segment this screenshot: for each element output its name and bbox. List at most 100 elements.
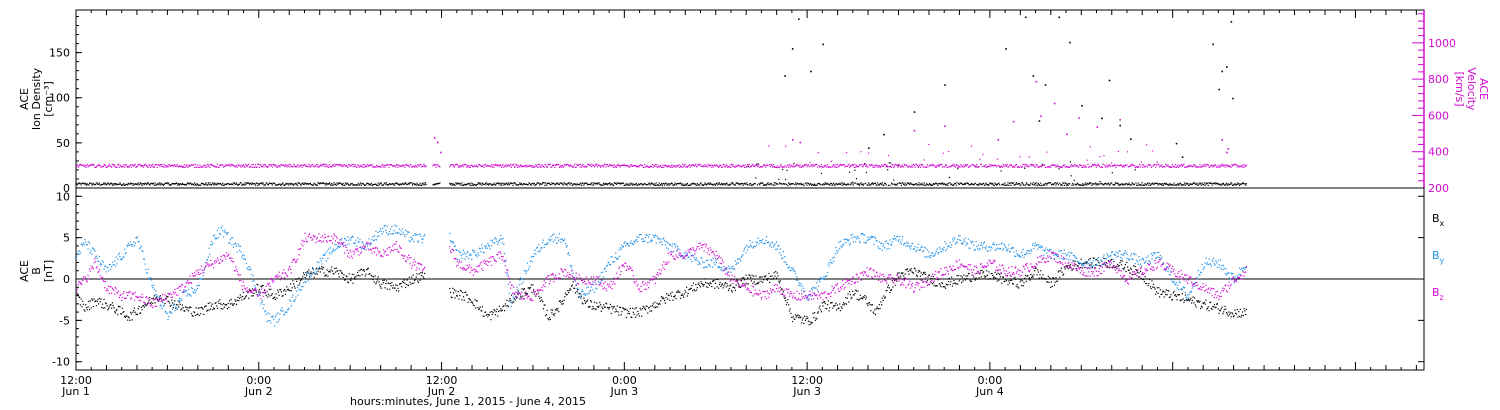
bottom-tick-label: 0 xyxy=(63,273,70,286)
top-series-point xyxy=(1095,184,1097,186)
field-point xyxy=(294,287,296,289)
top-series-point xyxy=(323,183,325,185)
field-point xyxy=(637,310,639,313)
field-point xyxy=(1093,257,1095,259)
field-point xyxy=(1225,308,1227,310)
top-series-point xyxy=(345,164,347,167)
field-point xyxy=(708,284,711,286)
top-series-point xyxy=(1096,183,1098,185)
top-series-point xyxy=(829,166,831,168)
field-point xyxy=(529,286,532,289)
field-point xyxy=(242,291,244,293)
field-point xyxy=(215,237,217,239)
top-series-point xyxy=(689,184,691,186)
top-series-point xyxy=(341,184,343,186)
top-series-point xyxy=(1164,182,1166,184)
top-series-point xyxy=(229,165,232,167)
top-series-point xyxy=(342,165,344,167)
top-series-point xyxy=(1007,166,1009,168)
field-point xyxy=(387,282,389,285)
top-series-point xyxy=(1235,184,1238,186)
field-point xyxy=(805,318,807,320)
top-series-point xyxy=(646,184,648,186)
top-series-point xyxy=(213,182,216,185)
top-series-point xyxy=(351,163,353,166)
top-series-point xyxy=(530,184,532,186)
top-series-point xyxy=(212,182,214,184)
field-point xyxy=(1043,277,1046,279)
top-series-point xyxy=(367,165,369,167)
top-series-point xyxy=(249,183,251,185)
field-point xyxy=(353,277,356,279)
top-series-point xyxy=(204,166,206,169)
field-point xyxy=(94,300,96,303)
top-series-point xyxy=(589,164,591,167)
top-series-point xyxy=(1238,184,1241,187)
top-series-point xyxy=(708,165,710,167)
field-point xyxy=(178,300,180,302)
top-series-point xyxy=(647,166,650,168)
field-point xyxy=(321,268,324,270)
top-series-point xyxy=(829,166,832,168)
top-series-point xyxy=(967,166,970,168)
field-point xyxy=(1019,281,1021,283)
field-point xyxy=(193,311,195,313)
top-series-point xyxy=(117,183,119,186)
top-series-point xyxy=(938,165,941,167)
top-series-point xyxy=(649,184,651,186)
top-spike-point xyxy=(1181,156,1184,159)
top-series-point xyxy=(1201,182,1203,184)
field-point xyxy=(903,275,905,277)
top-series-point xyxy=(609,164,611,166)
top-series-point xyxy=(308,183,310,185)
field-point xyxy=(1076,265,1078,267)
field-point xyxy=(238,245,240,247)
field-point xyxy=(855,290,858,292)
field-point xyxy=(149,277,152,279)
top-series-point xyxy=(206,184,209,186)
top-series-point xyxy=(515,184,517,186)
top-series-point xyxy=(1177,164,1179,166)
top-series-point xyxy=(1057,165,1059,167)
top-series-point xyxy=(849,165,851,167)
top-series-point xyxy=(678,183,680,185)
top-series-point xyxy=(1224,184,1226,186)
field-point xyxy=(965,275,967,277)
top-series-point xyxy=(797,165,799,167)
field-point xyxy=(150,279,152,281)
field-point xyxy=(997,272,999,274)
top-series-point xyxy=(1117,150,1120,153)
field-point xyxy=(918,269,920,272)
top-series-point xyxy=(312,163,314,166)
top-series-point xyxy=(159,184,161,186)
field-point xyxy=(164,302,166,305)
top-series-point xyxy=(845,151,848,154)
field-point xyxy=(255,291,257,293)
top-series-point xyxy=(645,183,647,186)
top-series-point xyxy=(1063,182,1065,184)
field-point xyxy=(557,307,559,310)
top-series-point xyxy=(244,166,246,168)
top-series-point xyxy=(928,165,931,167)
top-series-point xyxy=(798,166,800,168)
top-series-point xyxy=(846,183,848,185)
top-series-point xyxy=(934,183,936,185)
field-point xyxy=(214,302,216,304)
field-point xyxy=(968,273,970,275)
field-point xyxy=(911,271,913,273)
top-series-point xyxy=(271,166,273,168)
field-point xyxy=(523,288,525,291)
field-point xyxy=(707,286,709,289)
top-series-point xyxy=(945,184,947,186)
top-series-point xyxy=(1166,165,1168,167)
field-point xyxy=(615,308,617,310)
top-series-point xyxy=(169,165,171,167)
top-series-point xyxy=(1239,183,1241,185)
field-point xyxy=(1012,283,1014,285)
top-series-point xyxy=(1087,163,1089,165)
top-series-point xyxy=(536,182,538,184)
top-series-point xyxy=(91,183,94,185)
top-series-point xyxy=(1082,165,1085,167)
top-series-point xyxy=(760,166,762,168)
top-series-point xyxy=(1169,184,1171,186)
